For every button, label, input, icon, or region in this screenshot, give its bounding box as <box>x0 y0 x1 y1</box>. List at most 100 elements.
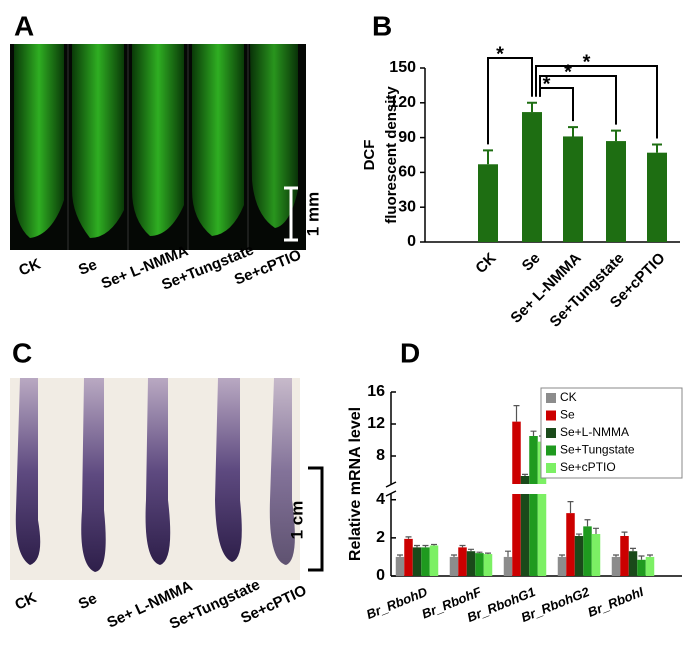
error-bar <box>568 126 578 137</box>
error-bar <box>652 143 662 153</box>
significance-label: * <box>583 51 591 73</box>
y-tick-label: 0 <box>376 567 385 584</box>
error-bar <box>559 554 565 557</box>
y-tick-label: 0 <box>407 233 416 250</box>
significance-bracket <box>539 75 617 125</box>
bar <box>529 436 538 576</box>
error-bar <box>611 129 621 142</box>
y-tick-label: 16 <box>367 383 385 400</box>
error-bar <box>431 543 437 546</box>
bar <box>421 547 430 576</box>
legend-swatch <box>546 393 556 403</box>
legend-swatch <box>546 445 556 456</box>
bar <box>478 164 498 242</box>
bar <box>563 136 583 242</box>
image-label: CK <box>17 256 44 280</box>
x-tick-label: Br_RbohD <box>364 584 430 622</box>
bar <box>458 547 467 576</box>
error-bar <box>483 149 493 165</box>
error-bar <box>422 544 429 548</box>
bar <box>566 513 575 576</box>
error-bar <box>522 473 528 476</box>
error-bar <box>476 551 483 554</box>
significance-bracket <box>487 57 533 145</box>
bar <box>620 535 629 576</box>
legend-label: CK <box>560 390 577 404</box>
y-tick-label: 60 <box>398 164 416 181</box>
bar <box>606 141 626 242</box>
bar <box>503 556 513 576</box>
error-bar <box>397 554 403 557</box>
legend-swatch <box>546 410 556 421</box>
x-tick-label: Br_RbohI <box>586 584 646 620</box>
y-axis-label: DCF <box>361 140 378 171</box>
bar <box>611 556 621 576</box>
scale-bar-label: 1 mm <box>303 192 322 236</box>
bar <box>574 535 584 576</box>
bar <box>466 551 476 576</box>
significance-bracket <box>539 87 574 122</box>
significance-bracket <box>535 65 658 139</box>
y-axis-label: fluorescent density <box>383 86 400 224</box>
bar <box>449 556 459 576</box>
legend-label: Se+L-NMMA <box>560 425 629 439</box>
bar <box>637 559 646 576</box>
bar <box>412 547 422 576</box>
error-bar <box>485 552 491 555</box>
significance-label: * <box>496 43 504 65</box>
y-tick-label: 90 <box>398 129 416 146</box>
y-tick-label: 2 <box>376 529 385 546</box>
bar <box>628 551 638 576</box>
error-bar <box>593 527 599 535</box>
bar <box>557 556 567 576</box>
bar <box>429 545 439 576</box>
bar <box>647 152 667 242</box>
error-bar <box>451 554 457 557</box>
bar <box>645 556 655 576</box>
panel-letter: C <box>12 337 32 368</box>
legend-box <box>540 387 683 479</box>
bar <box>520 476 530 576</box>
y-tick-label: 4 <box>376 491 385 508</box>
legend-label: Se+cPTIO <box>560 460 616 474</box>
bar <box>483 554 493 576</box>
image-label: CK <box>12 589 39 614</box>
y-axis-label: Relative mRNA level <box>347 407 364 561</box>
error-bar <box>621 531 628 536</box>
bar <box>583 526 592 576</box>
x-tick-label: CK <box>472 250 499 277</box>
error-bar <box>513 405 520 422</box>
image-label: Se <box>76 590 100 613</box>
bar <box>522 112 542 242</box>
error-bar <box>405 536 412 539</box>
bar <box>395 556 405 576</box>
bar <box>404 538 413 576</box>
legend-swatch <box>546 463 556 473</box>
error-bar <box>468 548 474 552</box>
significance-label: * <box>564 61 572 83</box>
panel-letter: A <box>14 10 34 41</box>
error-bar <box>613 554 619 557</box>
error-bar <box>638 555 645 560</box>
error-bar <box>567 501 574 514</box>
legend-swatch <box>546 428 556 438</box>
panel-letter: D <box>400 337 420 368</box>
panel-c-image <box>10 378 324 580</box>
legend-label: Se <box>560 408 575 422</box>
error-bar <box>505 550 511 557</box>
image-label: Se <box>76 256 99 279</box>
y-tick-label: 120 <box>389 94 416 111</box>
error-bar <box>414 544 420 548</box>
bar <box>512 421 521 576</box>
error-bar <box>584 519 591 527</box>
error-bar <box>630 547 636 552</box>
error-bar <box>459 544 466 548</box>
error-bar <box>527 101 537 113</box>
panel-a-image <box>10 44 306 250</box>
y-tick-label: 8 <box>376 447 385 464</box>
bar <box>475 553 484 576</box>
legend-label: Se+Tungstate <box>560 443 635 457</box>
axis-break <box>385 481 397 497</box>
panel-letter: B <box>372 10 392 41</box>
